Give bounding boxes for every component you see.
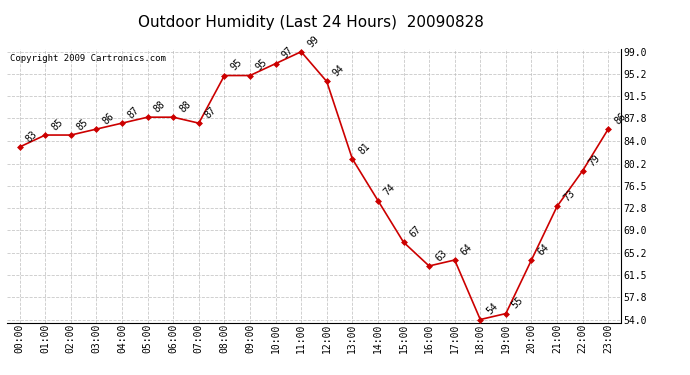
Text: 85: 85 xyxy=(75,117,90,132)
Text: 95: 95 xyxy=(254,57,270,73)
Text: 81: 81 xyxy=(357,141,372,156)
Text: 83: 83 xyxy=(24,129,39,144)
Text: Copyright 2009 Cartronics.com: Copyright 2009 Cartronics.com xyxy=(10,54,166,63)
Text: Outdoor Humidity (Last 24 Hours)  20090828: Outdoor Humidity (Last 24 Hours) 2009082… xyxy=(137,15,484,30)
Text: 99: 99 xyxy=(305,34,321,49)
Text: 86: 86 xyxy=(612,111,628,126)
Text: 85: 85 xyxy=(50,117,65,132)
Text: 79: 79 xyxy=(586,153,602,168)
Text: 74: 74 xyxy=(382,182,397,198)
Text: 87: 87 xyxy=(126,105,141,120)
Text: 86: 86 xyxy=(101,111,116,126)
Text: 64: 64 xyxy=(459,242,474,257)
Text: 94: 94 xyxy=(331,63,346,79)
Text: 63: 63 xyxy=(433,248,448,263)
Text: 54: 54 xyxy=(484,302,500,317)
Text: 64: 64 xyxy=(535,242,551,257)
Text: 88: 88 xyxy=(177,99,193,114)
Text: 73: 73 xyxy=(561,188,577,204)
Text: 97: 97 xyxy=(279,45,295,61)
Text: 87: 87 xyxy=(203,105,218,120)
Text: 55: 55 xyxy=(510,296,525,311)
Text: 67: 67 xyxy=(408,224,423,239)
Text: 88: 88 xyxy=(152,99,167,114)
Text: 95: 95 xyxy=(228,57,244,73)
